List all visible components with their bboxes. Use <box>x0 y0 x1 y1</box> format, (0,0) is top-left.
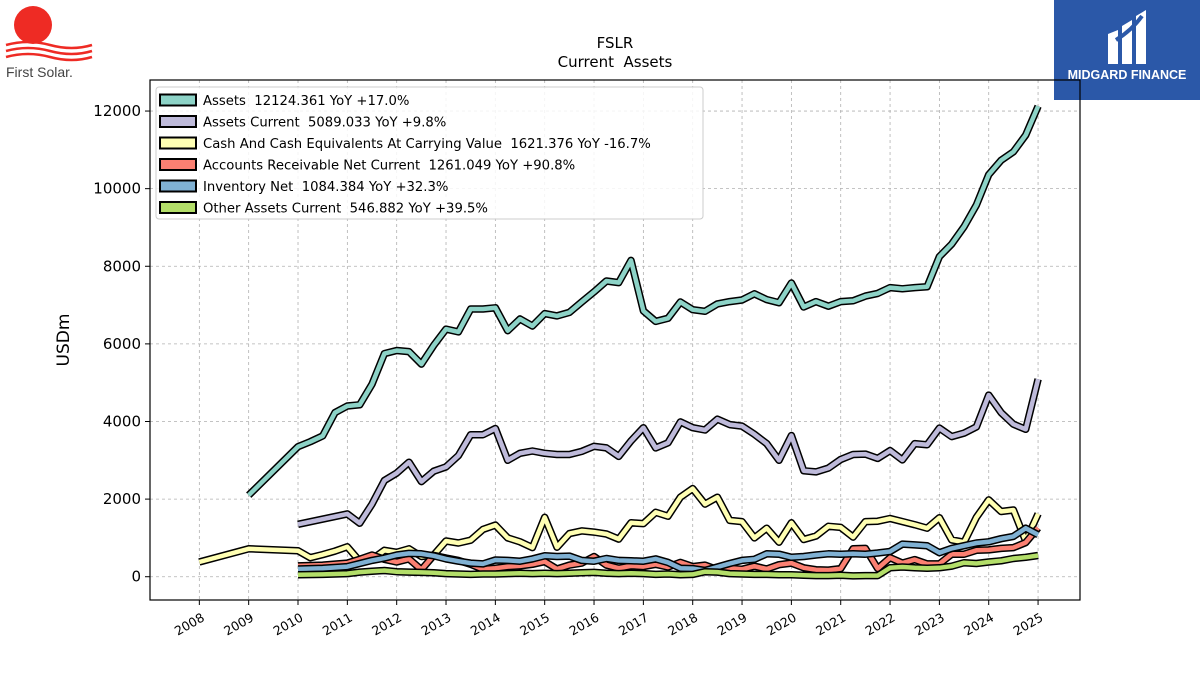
x-tick-label: 2022 <box>863 610 898 639</box>
series-0 <box>246 104 1042 498</box>
y-axis: 0 2000 4000 6000 8000 10000 12000 <box>93 102 150 586</box>
series-line-outline <box>297 378 1042 528</box>
legend-swatch <box>159 179 197 193</box>
legend-frame <box>155 86 704 220</box>
series-line <box>297 378 1041 527</box>
y-axis-label: USDm <box>54 314 74 367</box>
series-line <box>297 553 1039 579</box>
x-tick-label: 2024 <box>961 610 996 639</box>
legend-label: Inventory Net 1084.384 YoY +32.3% <box>203 180 448 195</box>
legend-entry: Accounts Receivable Net Current 1261.049… <box>159 158 575 174</box>
waves-icon <box>5 40 93 62</box>
x-tick-label: 2021 <box>813 610 848 639</box>
first-solar-wordmark: First Solar. <box>6 64 73 80</box>
x-tick-label: 2017 <box>616 610 651 639</box>
x-tick-label: 2016 <box>566 610 601 639</box>
sun-icon <box>14 6 52 44</box>
legend-swatch <box>159 201 197 214</box>
series-line <box>297 525 1040 573</box>
series-2 <box>198 484 1042 566</box>
series-5 <box>297 551 1039 580</box>
y-tick-label: 0 <box>131 568 141 586</box>
plot-frame <box>149 79 1081 601</box>
midgard-mark-icon <box>1108 10 1146 64</box>
first-solar-logo: First Solar. <box>4 4 96 84</box>
legend-entry: Assets 12124.361 YoY +17.0% <box>159 93 409 109</box>
chart-title: FSLR <box>597 34 634 52</box>
legend-entry: Inventory Net 1084.384 YoY +32.3% <box>159 179 448 195</box>
x-tick-label: 2019 <box>714 610 749 639</box>
x-tick-label: 2009 <box>221 610 256 639</box>
y-tick-label: 8000 <box>103 257 141 275</box>
legend-label: Accounts Receivable Net Current 1261.049… <box>203 159 575 174</box>
x-tick-label: 2020 <box>764 610 799 639</box>
x-tick-label: 2011 <box>320 610 355 639</box>
legend: Assets 12124.361 YoY +17.0% Assets Curren… <box>155 86 704 220</box>
series-lines <box>198 104 1042 580</box>
legend-swatch <box>159 158 197 171</box>
y-tick-label: 4000 <box>103 412 141 430</box>
legend-label: Cash And Cash Equivalents At Carrying Va… <box>203 137 651 152</box>
legend-label: Other Assets Current 546.882 YoY +39.5% <box>203 202 488 217</box>
y-tick-label: 12000 <box>93 102 141 120</box>
legend-swatch <box>159 136 197 150</box>
y-tick-label: 10000 <box>93 180 141 198</box>
series-4 <box>297 524 1040 575</box>
x-tick-label: 2025 <box>1011 610 1046 639</box>
x-tick-label: 2014 <box>468 610 503 639</box>
x-axis: 2008 2009 2010 2011 2012 2013 2014 2015 2016 2017… <box>172 600 1046 639</box>
chart-subtitle: Current Assets <box>558 53 673 71</box>
midgard-finance-wordmark: MIDGARD FINANCE <box>1067 68 1187 82</box>
series-line <box>247 105 1041 497</box>
legend-label: Assets Current 5089.033 YoY +9.8% <box>203 116 446 131</box>
series-1 <box>297 378 1042 528</box>
x-tick-label: 2008 <box>172 610 207 639</box>
x-tick-label: 2012 <box>369 610 404 639</box>
x-tick-label: 2015 <box>517 610 552 639</box>
legend-swatch <box>159 93 197 107</box>
legend-entry: Other Assets Current 546.882 YoY +39.5% <box>159 201 488 217</box>
y-tick-label: 6000 <box>103 335 141 353</box>
midgard-finance-logo: MIDGARD FINANCE <box>1054 0 1200 100</box>
legend-label: Assets 12124.361 YoY +17.0% <box>203 94 409 109</box>
y-tick-label: 2000 <box>103 490 141 508</box>
legend-entry: Cash And Cash Equivalents At Carrying Va… <box>159 136 651 152</box>
x-tick-label: 2013 <box>418 610 453 639</box>
x-tick-label: 2010 <box>270 610 305 639</box>
x-tick-label: 2018 <box>665 610 700 639</box>
legend-entry: Assets Current 5089.033 YoY +9.8% <box>159 115 446 131</box>
legend-swatch <box>159 115 197 128</box>
x-tick-label: 2023 <box>912 610 947 639</box>
